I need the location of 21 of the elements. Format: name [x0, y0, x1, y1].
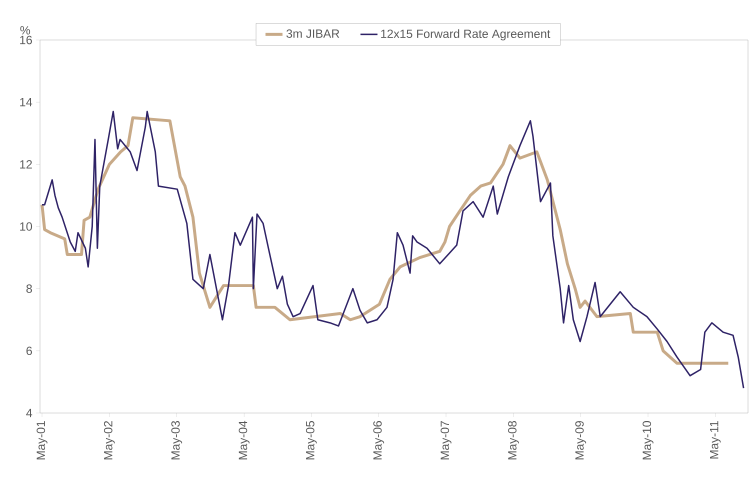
legend-label: 3m JIBAR: [286, 29, 340, 38]
legend-label: 12x15 Forward Rate Agreement: [381, 29, 550, 40]
x-tick-label: May-01: [36, 421, 48, 460]
x-tick-label: May-04: [238, 420, 250, 460]
y-tick-label: 10: [20, 222, 32, 231]
y-tick-label: 12: [20, 160, 32, 169]
x-tick-label: May-06: [373, 421, 384, 460]
x-tick-label: May-10: [642, 420, 654, 460]
x-tick-label: May-09: [575, 421, 586, 460]
y-axis-title: %: [20, 26, 30, 34]
x-tick-label: May-05: [306, 421, 317, 460]
y-tick-label: 14: [20, 98, 32, 106]
x-tick-label: May-07: [440, 421, 452, 460]
x-tick-label: May-03: [171, 421, 182, 460]
y-tick-label: 6: [26, 346, 32, 356]
y-tick-label: 16: [20, 36, 32, 44]
x-tick-label: May-08: [508, 421, 519, 460]
y-tick-label: 4: [26, 408, 32, 418]
x-tick-label: May-02: [104, 421, 115, 460]
y-tick-label: 8: [26, 284, 32, 293]
x-tick-label: May-11: [710, 421, 721, 459]
